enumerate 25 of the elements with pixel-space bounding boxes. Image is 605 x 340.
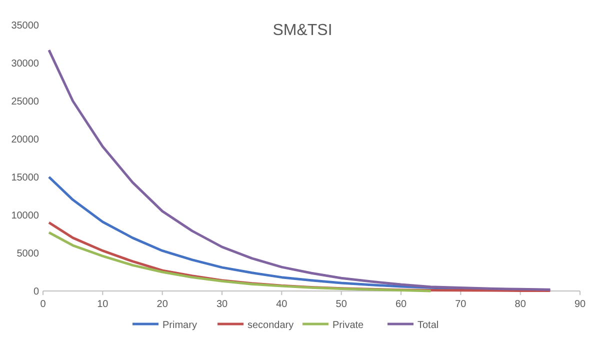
x-tick-label: 10 bbox=[97, 299, 109, 310]
x-tick-label: 90 bbox=[574, 299, 586, 310]
legend-label: Total bbox=[418, 320, 439, 331]
x-tick-label: 0 bbox=[40, 299, 46, 310]
line-series bbox=[48, 231, 432, 292]
x-tick-label: 60 bbox=[395, 299, 407, 310]
x-tick-label: 50 bbox=[336, 299, 348, 310]
y-tick-label: 30000 bbox=[11, 58, 40, 70]
y-tick-label: 0 bbox=[33, 286, 40, 298]
legend-label: secondary bbox=[248, 320, 294, 331]
x-tick-label: 70 bbox=[455, 299, 467, 310]
y-tick-label: 35000 bbox=[11, 20, 40, 32]
x-tick-label: 20 bbox=[156, 299, 168, 310]
y-tick-label: 5000 bbox=[16, 248, 40, 260]
chart-title: SM&TSI bbox=[272, 22, 332, 39]
y-tick-label: 20000 bbox=[11, 134, 40, 146]
legend-label: Private bbox=[332, 320, 364, 331]
y-tick-label: 15000 bbox=[11, 172, 40, 184]
x-tick-label: 80 bbox=[514, 299, 526, 310]
line-series bbox=[48, 48, 552, 291]
y-tick-label: 10000 bbox=[11, 210, 40, 222]
legend-label: Primary bbox=[162, 320, 197, 331]
x-tick-label: 40 bbox=[276, 299, 288, 310]
y-tick-label: 25000 bbox=[11, 96, 40, 108]
x-tick-label: 30 bbox=[216, 299, 228, 310]
